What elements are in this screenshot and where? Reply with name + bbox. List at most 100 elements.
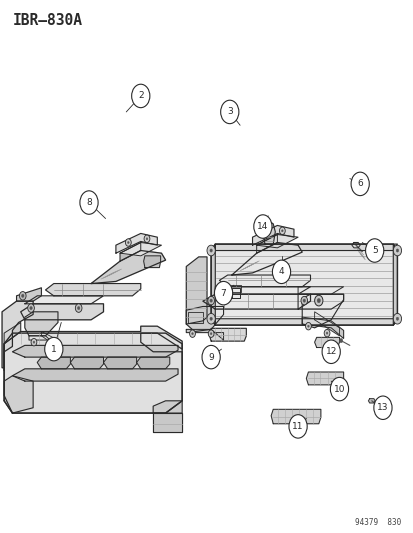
Text: 2: 2 — [138, 92, 143, 100]
Polygon shape — [12, 345, 178, 357]
Polygon shape — [230, 285, 240, 292]
Circle shape — [288, 415, 306, 438]
Polygon shape — [392, 244, 396, 325]
Circle shape — [281, 230, 282, 232]
Circle shape — [19, 292, 26, 300]
Circle shape — [373, 396, 391, 419]
Polygon shape — [211, 244, 396, 325]
Polygon shape — [306, 372, 343, 385]
Circle shape — [395, 317, 398, 320]
Circle shape — [220, 100, 238, 124]
Polygon shape — [4, 376, 33, 413]
Polygon shape — [186, 329, 223, 340]
Polygon shape — [215, 287, 310, 294]
Polygon shape — [103, 357, 136, 369]
Circle shape — [316, 298, 320, 303]
Polygon shape — [219, 275, 310, 287]
Circle shape — [325, 332, 327, 334]
Text: 11: 11 — [292, 422, 303, 431]
Text: 9: 9 — [208, 353, 214, 361]
Polygon shape — [17, 288, 41, 301]
Polygon shape — [70, 357, 103, 369]
Text: 14: 14 — [256, 222, 268, 231]
Circle shape — [127, 241, 129, 244]
Circle shape — [131, 84, 150, 108]
Circle shape — [323, 329, 329, 337]
Polygon shape — [314, 337, 339, 348]
Circle shape — [300, 296, 307, 305]
Circle shape — [262, 233, 264, 236]
Text: 6: 6 — [356, 180, 362, 188]
Circle shape — [321, 340, 339, 364]
Polygon shape — [188, 312, 202, 323]
Polygon shape — [252, 225, 293, 245]
Circle shape — [314, 295, 322, 306]
Circle shape — [253, 215, 271, 238]
Circle shape — [260, 231, 266, 238]
Polygon shape — [116, 233, 157, 253]
Polygon shape — [256, 235, 277, 253]
Circle shape — [28, 304, 34, 312]
Polygon shape — [29, 336, 58, 348]
Text: 94379  830: 94379 830 — [354, 518, 401, 527]
Polygon shape — [186, 306, 223, 332]
Polygon shape — [2, 301, 33, 368]
Polygon shape — [186, 257, 206, 324]
Text: 7: 7 — [220, 289, 226, 297]
Polygon shape — [45, 284, 140, 296]
Circle shape — [365, 239, 383, 262]
Circle shape — [395, 249, 398, 252]
Circle shape — [206, 313, 215, 324]
Circle shape — [307, 325, 309, 327]
Polygon shape — [136, 357, 169, 369]
Circle shape — [75, 304, 82, 312]
Polygon shape — [153, 413, 182, 432]
Text: 4: 4 — [278, 268, 284, 276]
Polygon shape — [351, 243, 359, 248]
Circle shape — [272, 260, 290, 284]
Circle shape — [45, 337, 63, 361]
Text: 13: 13 — [376, 403, 388, 412]
Circle shape — [144, 235, 150, 243]
Text: 8: 8 — [86, 198, 92, 207]
Polygon shape — [91, 251, 165, 284]
Circle shape — [31, 338, 37, 346]
Polygon shape — [120, 243, 140, 261]
Polygon shape — [12, 369, 178, 381]
Circle shape — [392, 313, 401, 324]
Circle shape — [206, 245, 215, 256]
Circle shape — [209, 317, 212, 320]
Polygon shape — [271, 409, 320, 424]
Polygon shape — [25, 312, 58, 336]
Text: 3: 3 — [226, 108, 232, 116]
Polygon shape — [231, 243, 301, 275]
Polygon shape — [301, 294, 343, 328]
Circle shape — [330, 377, 348, 401]
Circle shape — [146, 238, 147, 240]
Text: 10: 10 — [333, 385, 344, 393]
Circle shape — [77, 306, 80, 310]
Polygon shape — [202, 294, 310, 309]
Polygon shape — [143, 256, 160, 268]
Polygon shape — [231, 288, 240, 298]
Circle shape — [209, 299, 212, 302]
Circle shape — [302, 299, 305, 302]
Circle shape — [47, 340, 52, 348]
Polygon shape — [41, 332, 58, 348]
Circle shape — [339, 338, 342, 343]
Polygon shape — [209, 328, 246, 341]
Polygon shape — [120, 243, 161, 256]
Text: 1: 1 — [51, 345, 57, 353]
Circle shape — [210, 333, 211, 335]
Polygon shape — [215, 244, 396, 251]
Polygon shape — [297, 287, 343, 294]
Circle shape — [191, 333, 193, 335]
Polygon shape — [4, 326, 182, 413]
Polygon shape — [4, 333, 182, 413]
Polygon shape — [256, 235, 297, 248]
Circle shape — [208, 330, 214, 337]
Polygon shape — [215, 319, 396, 325]
Circle shape — [392, 245, 401, 256]
Circle shape — [350, 172, 368, 196]
Polygon shape — [301, 317, 343, 338]
